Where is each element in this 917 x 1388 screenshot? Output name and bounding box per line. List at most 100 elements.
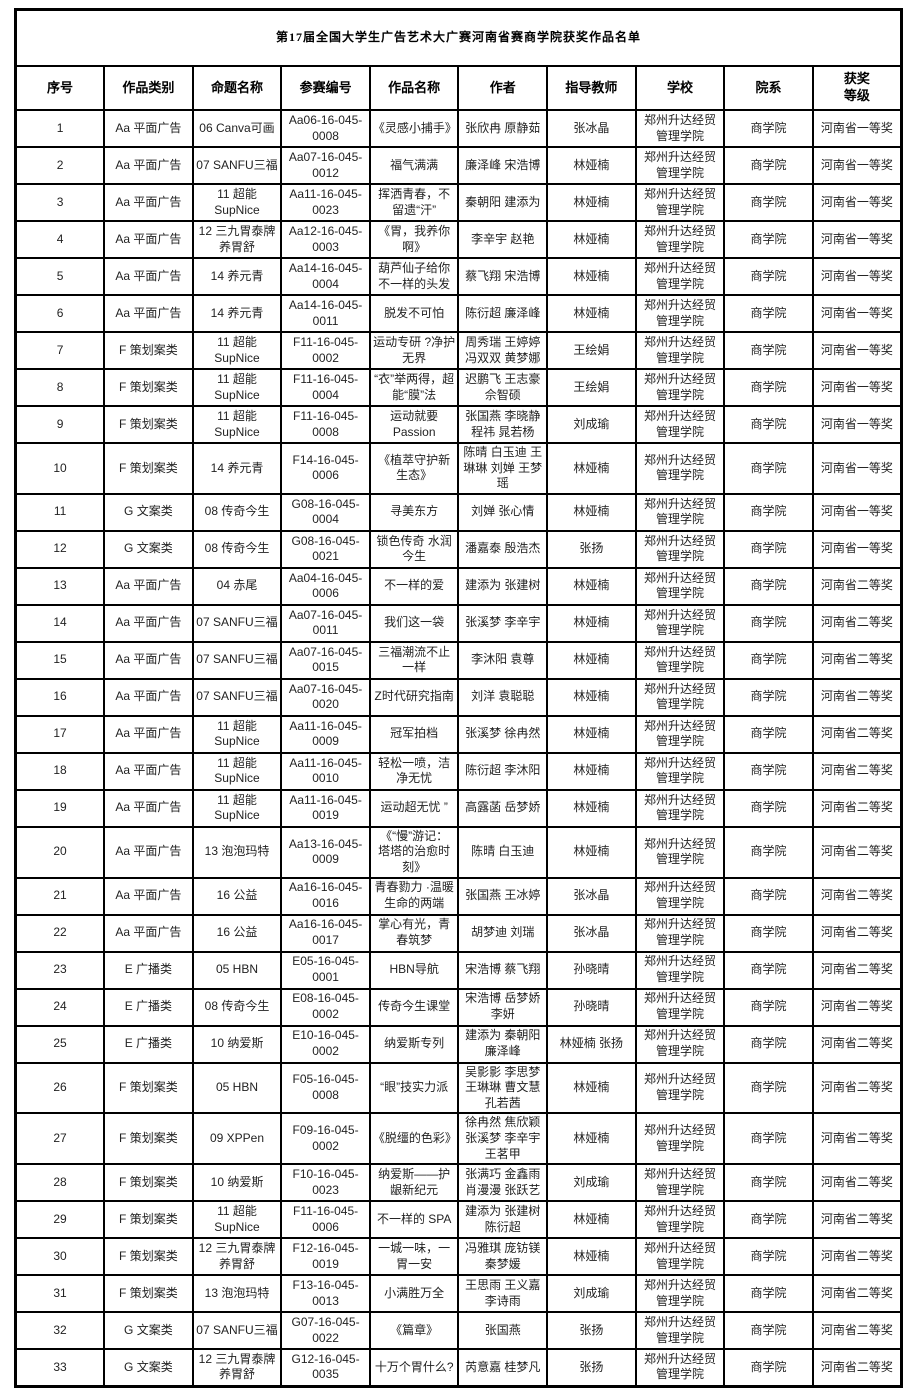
title-row: 第17届全国大学生广告艺术大广赛河南省赛商学院获奖作品名单 xyxy=(14,8,903,67)
cell-work_title: 我们这一袋 xyxy=(368,603,460,643)
table-row: 13 Aa 平面广告 04 赤尾 Aa04-16-045-0006 不一样的爱 建添为 张… xyxy=(14,566,903,606)
cell-authors: 陈晴 白玉迪 xyxy=(457,825,549,879)
cell-department: 商学院 xyxy=(723,405,814,444)
cell-entry_no: F11-16-045-0006 xyxy=(280,1200,371,1240)
cell-work_title: 锁色传奇 水润今生 xyxy=(368,529,460,569)
cell-topic: 08 传奇今生 xyxy=(191,529,283,569)
cell-entry_no: G08-16-045-0021 xyxy=(280,529,371,569)
table-row: 2 Aa 平面广告 07 SANFU三福 Aa07-16-045-0012 福气满满 廉泽… xyxy=(14,146,903,185)
cell-category: G 文案类 xyxy=(103,1348,194,1388)
cell-award: 河南省二等奖 xyxy=(811,1163,903,1203)
table-row: 31 F 策划案类 13 泡泡玛特 F13-16-045-0013 小满胜万全 王思雨 王… xyxy=(14,1274,903,1314)
table-row: 33 G 文案类 12 三九胃泰牌养胃舒 G12-16-045-0035 十万个胃什么?… xyxy=(14,1348,903,1388)
cell-work_title: 《植萃守护新生态》 xyxy=(368,442,460,495)
table-row: 16 Aa 平面广告 07 SANFU三福 Aa07-16-045-0020 Z时代研究… xyxy=(14,677,903,717)
cell-index: 23 xyxy=(14,950,106,990)
cell-entry_no: F11-16-045-0004 xyxy=(280,368,371,407)
cell-advisor: 王绘娟 xyxy=(546,331,637,370)
cell-advisor: 林娅楠 xyxy=(546,1200,637,1240)
cell-index: 1 xyxy=(14,109,106,148)
cell-authors: 宋浩博 岳梦娇 李妍 xyxy=(457,987,549,1027)
cell-school: 郑州升达经贸管理学院 xyxy=(634,987,726,1027)
table-row: 11 G 文案类 08 传奇今生 G08-16-045-0004 寻美东方 刘婵 张心情林… xyxy=(14,492,903,532)
cell-authors: 吴影影 李思梦 王琳琳 曹文慧 孔若茜 xyxy=(457,1061,549,1115)
cell-index: 33 xyxy=(14,1348,106,1388)
table-row: 30 F 策划案类 12 三九胃泰牌养胃舒 F12-16-045-0019 一城一味，一… xyxy=(14,1237,903,1277)
cell-school: 郑州升达经贸管理学院 xyxy=(634,950,726,990)
cell-authors: 芮意嘉 桂梦凡 xyxy=(457,1348,549,1388)
cell-department: 商学院 xyxy=(723,1237,814,1277)
cell-work_title: “衣”举两得，超能“膜”法 xyxy=(368,368,460,407)
cell-index: 7 xyxy=(14,331,106,370)
cell-department: 商学院 xyxy=(723,751,814,791)
cell-department: 商学院 xyxy=(723,1200,814,1240)
cell-advisor: 王绘娟 xyxy=(546,368,637,407)
cell-index: 30 xyxy=(14,1237,106,1277)
cell-work_title: 葫芦仙子给你不一样的头发 xyxy=(368,257,460,296)
cell-topic: 13 泡泡玛特 xyxy=(191,1274,283,1314)
cell-department: 商学院 xyxy=(723,876,814,916)
cell-award: 河南省二等奖 xyxy=(811,566,903,606)
cell-category: Aa 平面广告 xyxy=(103,640,194,680)
cell-entry_no: Aa06-16-045-0008 xyxy=(280,109,371,148)
cell-school: 郑州升达经贸管理学院 xyxy=(634,529,726,569)
cell-entry_no: G12-16-045-0035 xyxy=(280,1348,371,1388)
cell-school: 郑州升达经贸管理学院 xyxy=(634,1311,726,1351)
cell-award: 河南省二等奖 xyxy=(811,987,903,1027)
table-row: 19 Aa 平面广告 11 超能SupNice Aa11-16-045-0019 运动超… xyxy=(14,788,903,828)
cell-advisor: 孙晓晴 xyxy=(546,950,637,990)
cell-category: F 策划案类 xyxy=(103,1163,194,1203)
cell-work_title: “眼”技实力派 xyxy=(368,1061,460,1115)
cell-entry_no: E10-16-045-0002 xyxy=(280,1024,371,1064)
cell-topic: 07 SANFU三福 xyxy=(191,1311,283,1351)
cell-index: 26 xyxy=(14,1061,106,1115)
table-row: 4 Aa 平面广告 12 三九胃泰牌养胃舒 Aa12-16-045-0003 《胃，我养… xyxy=(14,220,903,259)
cell-category: Aa 平面广告 xyxy=(103,566,194,606)
cell-index: 27 xyxy=(14,1112,106,1166)
cell-advisor: 林娅楠 xyxy=(546,566,637,606)
cell-category: F 策划案类 xyxy=(103,442,194,495)
cell-authors: 冯雅琪 庞钫镁 秦梦媛 xyxy=(457,1237,549,1277)
cell-advisor: 林娅楠 xyxy=(546,603,637,643)
cell-authors: 廉泽峰 宋浩博 xyxy=(457,146,549,185)
cell-advisor: 林娅楠 xyxy=(546,220,637,259)
cell-school: 郑州升达经贸管理学院 xyxy=(634,146,726,185)
cell-department: 商学院 xyxy=(723,677,814,717)
cell-advisor: 张冰晶 xyxy=(546,109,637,148)
cell-topic: 11 超能SupNice xyxy=(191,788,283,828)
cell-award: 河南省一等奖 xyxy=(811,294,903,333)
cell-advisor: 张扬 xyxy=(546,1311,637,1351)
cell-work_title: 传奇今生课堂 xyxy=(368,987,460,1027)
cell-topic: 11 超能SupNice xyxy=(191,714,283,754)
cell-department: 商学院 xyxy=(723,331,814,370)
cell-work_title: 一城一味，一胃一安 xyxy=(368,1237,460,1277)
cell-award: 河南省一等奖 xyxy=(811,257,903,296)
table-row: 32 G 文案类 07 SANFU三福 G07-16-045-0022 《篇章》 张国燕张… xyxy=(14,1311,903,1351)
cell-department: 商学院 xyxy=(723,825,814,879)
cell-topic: 12 三九胃泰牌养胃舒 xyxy=(191,220,283,259)
cell-department: 商学院 xyxy=(723,109,814,148)
cell-advisor: 林娅楠 xyxy=(546,751,637,791)
cell-award: 河南省一等奖 xyxy=(811,492,903,532)
cell-index: 6 xyxy=(14,294,106,333)
cell-index: 4 xyxy=(14,220,106,259)
table-row: 28 F 策划案类 10 纳爱斯 F10-16-045-0023 纳爱斯——护龈新纪元张… xyxy=(14,1163,903,1203)
cell-entry_no: Aa16-16-045-0016 xyxy=(280,876,371,916)
cell-advisor: 林娅楠 xyxy=(546,1112,637,1166)
cell-entry_no: Aa16-16-045-0017 xyxy=(280,913,371,953)
cell-topic: 12 三九胃泰牌养胃舒 xyxy=(191,1237,283,1277)
cell-department: 商学院 xyxy=(723,987,814,1027)
table-row: 24 E 广播类 08 传奇今生 E08-16-045-0002 传奇今生课堂 宋浩博 岳… xyxy=(14,987,903,1027)
column-header-department: 院系 xyxy=(723,65,814,111)
cell-authors: 李沐阳 袁尊 xyxy=(457,640,549,680)
cell-school: 郑州升达经贸管理学院 xyxy=(634,1274,726,1314)
cell-work_title: 《脱缰的色彩》 xyxy=(368,1112,460,1166)
cell-award: 河南省二等奖 xyxy=(811,876,903,916)
cell-topic: 14 养元青 xyxy=(191,294,283,333)
column-header-row: 序号 作品类别 命题名称 参赛编号 作品名称 作者 指导教师 学校 院系 获奖 等级 xyxy=(14,65,903,111)
cell-work_title: 《篇章》 xyxy=(368,1311,460,1351)
cell-index: 18 xyxy=(14,751,106,791)
cell-school: 郑州升达经贸管理学院 xyxy=(634,368,726,407)
cell-entry_no: Aa11-16-045-0010 xyxy=(280,751,371,791)
